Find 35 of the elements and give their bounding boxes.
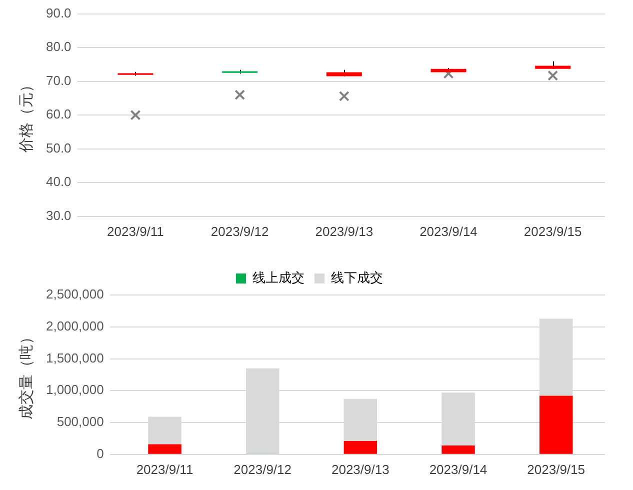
bar — [148, 444, 182, 454]
bar — [344, 441, 378, 454]
x-tick-label: 2023/9/13 — [331, 462, 390, 477]
y-tick-label: 30.0 — [46, 208, 72, 223]
y-tick-label: 1,500,000 — [46, 350, 104, 366]
x-tick-label: 2023/9/11 — [107, 224, 164, 239]
legend-label: 线下成交 — [331, 270, 383, 286]
y-axis-title: 成交量（吨） — [18, 330, 36, 420]
y-tick-label: 2,000,000 — [46, 318, 104, 334]
bar — [539, 396, 573, 454]
y-tick-label: 80.0 — [46, 39, 72, 54]
y-tick-label: 60.0 — [46, 106, 72, 122]
point — [548, 70, 558, 81]
x-tick-label: 2023/9/12 — [210, 224, 269, 239]
point — [234, 90, 246, 100]
x-tick-label: 2023/9/11 — [136, 462, 194, 477]
y-tick-label: 90.0 — [46, 5, 72, 20]
x-tick-label: 2023/9/15 — [524, 224, 582, 239]
point — [338, 90, 350, 102]
y-tick-label: 40.0 — [46, 174, 72, 190]
y-tick-label: 2,500,000 — [46, 286, 104, 302]
x-tick-label: 2023/9/14 — [420, 224, 478, 239]
x-tick-label: 2023/9/12 — [234, 462, 292, 477]
y-tick-label: 0 — [96, 446, 104, 461]
x-tick-label: 2023/9/15 — [527, 462, 586, 477]
y-axis-title: 价格（元） — [18, 78, 36, 154]
bar — [442, 445, 475, 454]
y-tick-label: 1,000,000 — [46, 382, 104, 398]
x-tick-label: 2023/9/13 — [315, 224, 374, 239]
y-tick-label: 70.0 — [46, 72, 72, 88]
y-tick-label: 50.0 — [46, 140, 72, 156]
legend-label: 线上成交 — [252, 270, 304, 286]
y-tick-label: 500,000 — [56, 414, 104, 430]
point — [130, 110, 141, 120]
x-tick-label: 2023/9/14 — [429, 462, 488, 477]
